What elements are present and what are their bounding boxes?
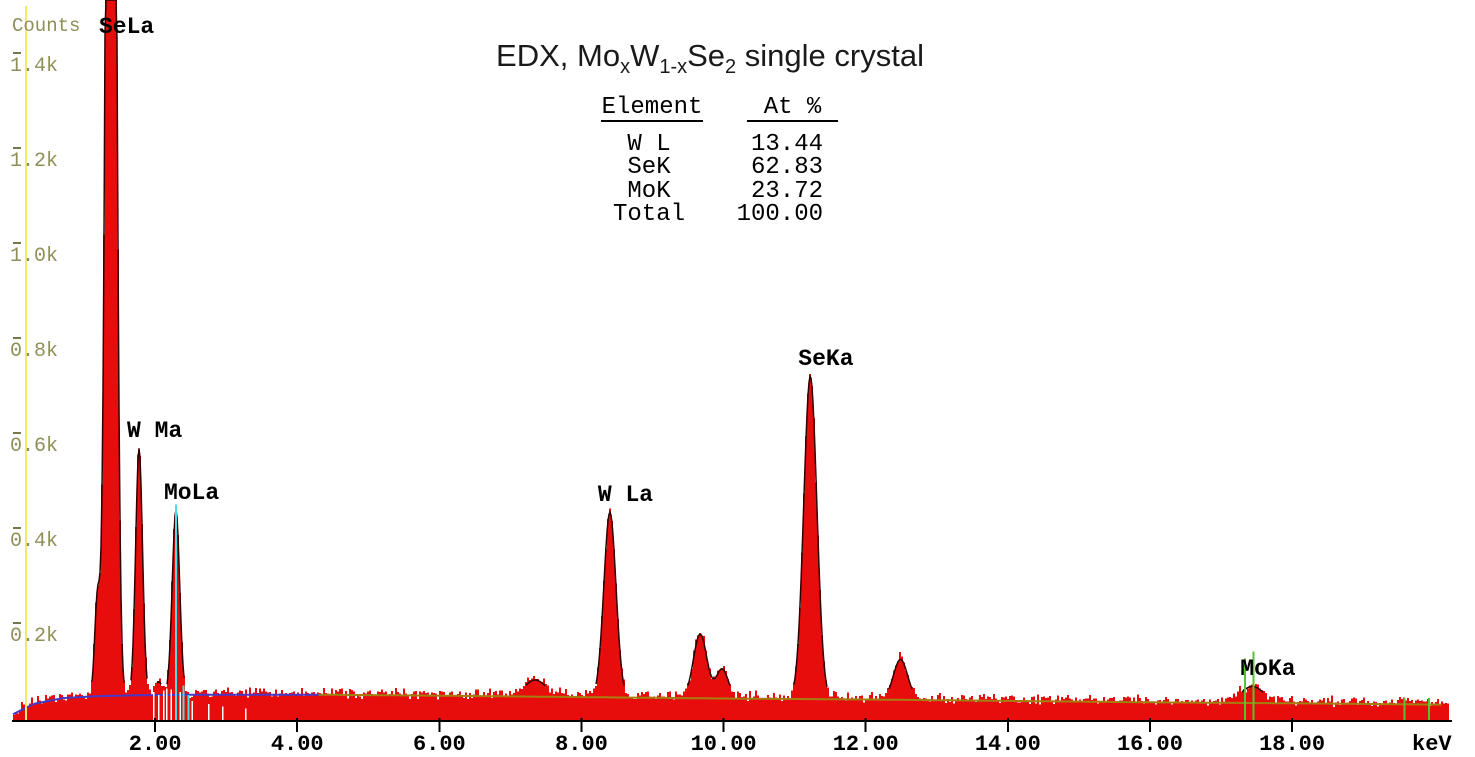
table-cell-atpct: 23.72 [750,177,823,205]
peak-label-moka: MoKa [1240,656,1296,683]
table-cell-atpct: 100.00 [736,201,823,229]
x-tick-label: 10.00 [690,732,757,757]
table-cell-element: W L [627,131,671,158]
title-subscript: x [620,56,631,78]
title-text: Se [687,38,726,73]
peak-label-seka: SeKa [798,346,854,373]
y-tick-label: 0.8k [10,340,59,363]
x-axis-unit-label: keV [1412,732,1452,757]
table-cell-element: SeK [627,154,671,182]
title-text: EDX, Mo [496,38,621,73]
peak-label-w-la: W La [597,482,654,509]
table-cell-element: Total [612,201,685,229]
title-text: single crystal [736,38,924,73]
y-tick-label: 1.4k [10,55,59,78]
klm-marker-lines [153,504,1431,720]
table-header-element: Element [601,94,703,122]
y-tick-label: 0.2k [10,625,59,648]
x-axis-line [12,718,1452,732]
fit-envelope-line [91,0,1264,693]
x-tick-label: 18.00 [1259,732,1326,757]
y-tick-label: 1.2k [10,150,59,173]
measured-spectrum-area [13,0,1449,720]
x-tick-label: 16.00 [1116,732,1183,757]
table-header-atpct: At % [747,96,838,122]
y-axis-line [25,6,27,720]
x-tick-label: 8.00 [555,732,608,757]
title-subscript: 2 [725,56,737,78]
y-tick-label: 0.4k [10,530,59,553]
table-cell-atpct: 62.83 [750,154,823,182]
y-axis-title: Counts [12,15,81,37]
title-subscript: 1-x [659,56,688,78]
peak-label-mola: MoLa [163,479,220,506]
y-axis-ticks [13,52,21,624]
title-text: W [630,38,660,73]
x-tick-label: 12.00 [832,732,899,757]
x-tick-label: 14.00 [974,732,1041,757]
chart-title: EDX, MoxW1-xSe2 single crystal [496,38,924,78]
table-cell-element: MoK [627,177,671,205]
y-tick-label: 0.6k [10,435,59,458]
x-tick-label: 4.00 [270,732,324,757]
peak-label-w-ma: W Ma [127,418,183,445]
table-cell-atpct: 13.44 [750,131,823,158]
x-tick-label: 2.00 [128,732,182,757]
peak-label-sela: SeLa [98,14,155,40]
x-tick-label: 6.00 [412,732,466,757]
y-tick-label: 1.0k [10,245,59,268]
